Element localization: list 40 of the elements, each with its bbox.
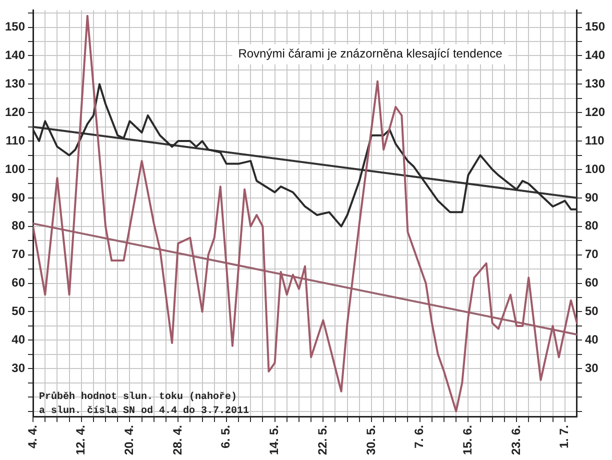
annotation: Rovnými čárami je znázorněna klesající tendence: [238, 46, 503, 61]
annotation: Průběh hodnot slun. toku (nahoře) a slun. čísla SN od 4.4 do 3.7.2011: [39, 390, 250, 417]
y2-tick-label: 130: [584, 76, 606, 90]
y-tick-label: 30: [12, 360, 26, 375]
y2-tick-label: 80: [584, 218, 599, 233]
y2-tick-label: 150: [584, 20, 606, 34]
y-tick-label: 80: [12, 218, 26, 233]
x-tick-label: 20. 4.: [122, 424, 136, 456]
y-tick-label: 130: [4, 76, 26, 90]
y2-tick-label: 70: [584, 247, 599, 262]
y2-tick-label: 40: [584, 332, 599, 346]
x-tick-label: 12. 4.: [74, 424, 88, 456]
x-tick-label: 4. 4.: [25, 424, 40, 448]
y2-tick-label: 50: [584, 304, 599, 318]
x-tick-label: 22. 5.: [315, 424, 330, 456]
y-tick-label: 140: [4, 48, 26, 62]
y-tick-label: 50: [12, 304, 26, 318]
x-tick-label: 14. 5.: [267, 424, 282, 456]
x-tick-label: 23. 6.: [508, 424, 523, 456]
y2-tick-label: 90: [584, 190, 599, 204]
y2-tick-label: 110: [584, 133, 605, 148]
y2-tick-label: 30: [584, 360, 599, 375]
y2-tick-label: 100: [584, 162, 606, 176]
y-tick-label: 60: [12, 276, 26, 290]
x-tick-label: 28. 4.: [170, 424, 184, 456]
y-tick-label: 90: [12, 190, 26, 204]
x-tick-label: 1. 7.: [557, 424, 572, 448]
y-tick-label: 70: [12, 247, 26, 262]
y-tick-label: 150: [4, 20, 26, 34]
y-tick-label: 120: [4, 104, 26, 119]
x-tick-label: 7. 6.: [412, 424, 426, 448]
y2-tick-label: 120: [584, 104, 606, 119]
y2-tick-label: 140: [584, 48, 606, 62]
y2-tick-label: 60: [584, 276, 599, 290]
x-tick-label: 30. 5.: [364, 424, 378, 456]
y-tick-label: 100: [4, 162, 26, 176]
x-tick-label: 15. 6.: [460, 424, 474, 456]
y-tick-label: 110: [6, 133, 26, 148]
x-tick-label: 6. 5.: [218, 424, 233, 448]
y-tick-label: 40: [12, 332, 26, 346]
